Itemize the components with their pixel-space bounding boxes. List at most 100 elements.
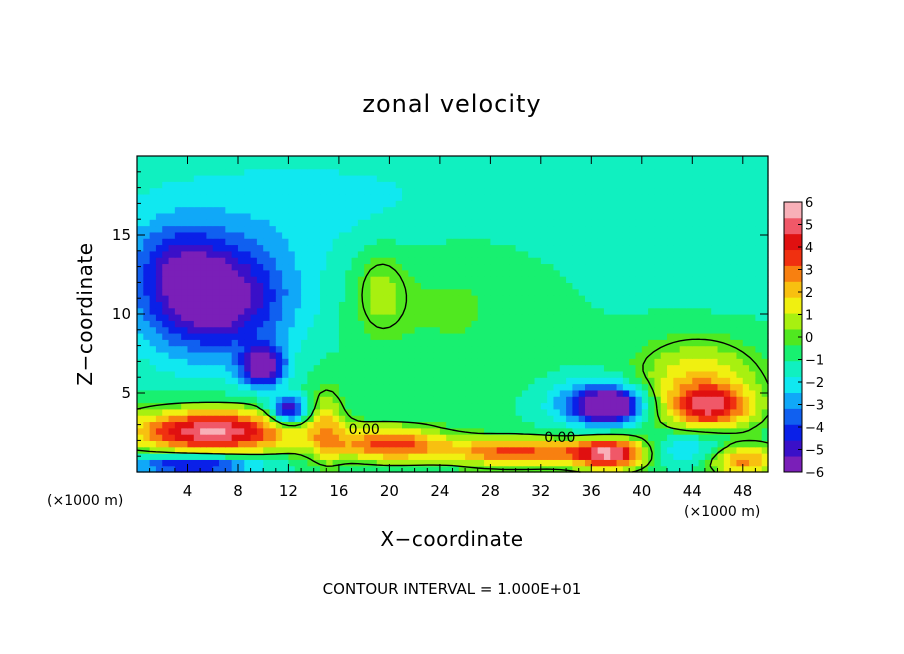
heat-cell (402, 231, 409, 239)
heat-cell (395, 181, 403, 189)
heat-cell (389, 351, 397, 359)
heat-cell (288, 459, 296, 467)
heat-cell (484, 187, 491, 195)
heat-cell (465, 402, 473, 410)
heat-cell (496, 434, 504, 441)
heat-cell (149, 219, 157, 227)
heat-cell (206, 358, 214, 366)
heat-cell (237, 250, 245, 258)
heat-cell (667, 200, 674, 208)
heat-cell (692, 225, 700, 233)
heat-cell (275, 377, 283, 385)
heat-cell (193, 187, 201, 195)
heat-cell (370, 168, 378, 176)
heat-cell (477, 269, 485, 277)
heat-cell (465, 174, 473, 182)
heat-cell (263, 282, 271, 290)
heat-cell (231, 364, 239, 372)
heat-cell (376, 231, 384, 239)
heat-cell (244, 181, 252, 189)
heat-cell (578, 345, 586, 353)
heat-cell (174, 257, 182, 265)
heat-cell (660, 402, 668, 410)
heat-cell (351, 453, 359, 460)
heat-cell (414, 174, 422, 182)
heat-cell (730, 459, 738, 467)
heat-cell (250, 351, 258, 359)
heat-cell (364, 263, 372, 271)
heat-cell (338, 238, 346, 246)
heat-cell (755, 314, 763, 321)
heat-cell (326, 408, 334, 416)
heat-cell (376, 326, 384, 334)
heat-cell (597, 465, 605, 473)
heat-cell (275, 453, 283, 460)
heat-cell (357, 370, 365, 378)
heat-cell (692, 257, 700, 265)
heat-cell (439, 459, 447, 467)
heat-cell (338, 351, 346, 359)
heat-cell (585, 383, 592, 391)
heat-cell (206, 446, 214, 454)
heat-cell (408, 377, 416, 385)
heat-cell (572, 206, 580, 214)
heat-cell (641, 269, 649, 277)
heat-cell (629, 244, 637, 252)
heat-cell (521, 320, 529, 328)
heat-cell (439, 219, 447, 227)
heat-cell (578, 156, 586, 163)
heat-cell (635, 219, 643, 227)
heat-cell (237, 332, 245, 340)
heat-cell (282, 383, 290, 391)
heat-cell (484, 377, 491, 385)
heat-cell (376, 459, 384, 467)
heat-cell (452, 257, 460, 265)
heat-cell (654, 257, 662, 265)
heat-cell (383, 257, 390, 265)
heat-cell (685, 446, 693, 454)
heat-cell (383, 288, 390, 296)
heat-cell (610, 231, 618, 239)
heat-cell (263, 326, 271, 334)
heat-cell (477, 389, 485, 397)
heat-cell (357, 162, 365, 170)
heat-cell (200, 307, 208, 315)
heat-cell (162, 402, 170, 410)
heat-cell (162, 162, 170, 170)
heat-cell (137, 187, 144, 195)
heat-cell (616, 415, 624, 423)
heat-cell (193, 459, 201, 467)
heat-cell (641, 427, 649, 435)
heat-cell (402, 212, 409, 220)
heat-cell (294, 238, 302, 246)
heat-cell (338, 206, 346, 214)
heat-cell (212, 200, 220, 208)
heat-cell (282, 396, 290, 404)
heat-cell (275, 257, 283, 265)
heat-cell (212, 396, 220, 404)
heat-cell (761, 225, 769, 233)
heat-cell (578, 364, 586, 372)
heat-cell (477, 446, 485, 454)
heat-cell (294, 168, 302, 176)
heat-cell (660, 345, 668, 353)
heat-cell (389, 219, 397, 227)
heat-cell (502, 288, 510, 296)
heat-cell (484, 326, 491, 334)
heat-cell (465, 332, 473, 340)
heat-cell (471, 231, 479, 239)
heat-cell (465, 238, 473, 246)
heat-cell (603, 156, 611, 163)
heat-cell (389, 301, 397, 309)
heat-cell (553, 219, 561, 227)
heat-cell (477, 301, 485, 309)
heat-cell (698, 181, 706, 189)
heat-cell (692, 326, 700, 334)
heat-cell (515, 282, 523, 290)
heat-cell (471, 446, 479, 454)
heat-cell (723, 307, 731, 315)
heat-cell (559, 427, 567, 435)
heat-cell (155, 231, 163, 239)
heat-cell (370, 282, 378, 290)
heat-cell (446, 231, 454, 239)
